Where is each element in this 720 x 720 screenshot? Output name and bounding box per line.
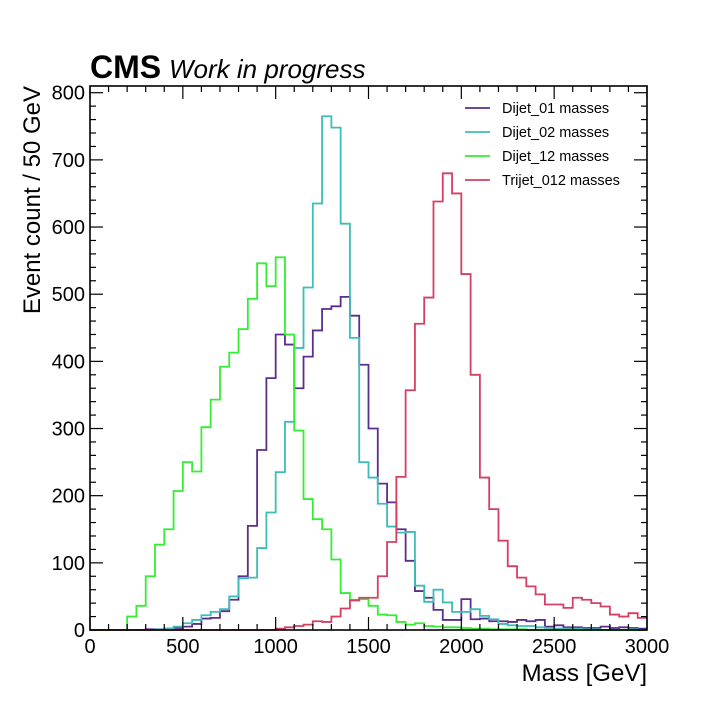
y-tick-label: 0	[74, 620, 85, 642]
x-axis-title: Mass [GeV]	[522, 660, 647, 687]
x-tick-label: 1000	[253, 636, 298, 658]
legend-entry: Dijet_12 masses	[465, 149, 609, 165]
ticks-layer	[89, 86, 648, 631]
y-tick-label: 700	[52, 150, 85, 172]
y-tick-label: 500	[52, 284, 85, 306]
y-tick-label: 200	[52, 486, 85, 508]
x-tick-label: 500	[166, 636, 199, 658]
series-line-2	[90, 115, 647, 631]
experiment-status-label: Work in progress	[169, 54, 366, 84]
x-tick-labels: 0 500 1000 1500 2000 2500 3000	[84, 636, 669, 658]
legend-entry: Dijet_02 masses	[465, 125, 609, 141]
legend-entry: Dijet_01 masses	[465, 101, 609, 117]
y-axis-title: Event count / 50 GeV	[19, 86, 46, 314]
x-tick-label: 3000	[625, 636, 670, 658]
legend-label: Dijet_01 masses	[502, 101, 609, 117]
y-tick-label: 400	[52, 351, 85, 373]
y-tick-label: 300	[52, 419, 85, 441]
x-tick-label: 0	[84, 636, 95, 658]
legend-entry: Trijet_012 masses	[465, 173, 620, 189]
legend-label: Trijet_012 masses	[502, 173, 620, 189]
y-tick-labels: 0 100 200 300 400 500 600 700 800	[52, 83, 85, 642]
y-tick-label: 800	[52, 83, 85, 105]
legend-label: Dijet_12 masses	[502, 149, 609, 165]
series-line-1	[90, 295, 647, 631]
x-tick-label: 2000	[439, 636, 484, 658]
y-tick-label: 100	[52, 553, 85, 575]
legend-label: Dijet_02 masses	[502, 125, 609, 141]
x-tick-label: 1500	[346, 636, 391, 658]
experiment-name: CMS	[90, 49, 161, 85]
plot-frame	[89, 85, 648, 631]
legend: Dijet_01 masses Dijet_02 masses Dijet_12 m…	[465, 101, 620, 189]
y-tick-label: 600	[52, 217, 85, 239]
x-tick-label: 2500	[532, 636, 577, 658]
